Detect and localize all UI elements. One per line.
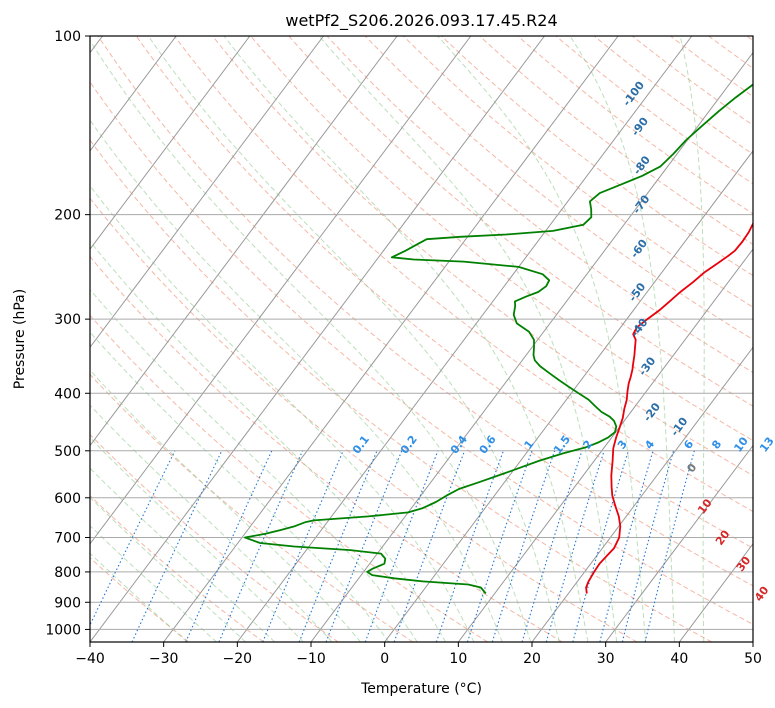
isotherm (90, 36, 472, 545)
mixing-ratio-line (621, 450, 675, 642)
isotherm (90, 36, 398, 447)
mixing-ratio-line (572, 450, 629, 642)
dry-adiabat (97, 36, 753, 587)
x-tick-label: 10 (449, 651, 467, 667)
mixing-ratio-line (466, 450, 533, 642)
mixing-ratio-line (599, 450, 654, 642)
mixing-ratio-line (218, 450, 304, 642)
mixing-ratio-line (435, 450, 504, 642)
mixing-ratio-line (364, 450, 439, 642)
y-tick-label: 1000 (45, 622, 81, 638)
y-tick-label: 100 (54, 29, 81, 45)
isotherm (384, 150, 753, 642)
y-tick-label: 500 (54, 444, 81, 460)
y-tick-label: 200 (54, 208, 81, 224)
plot-frame (89, 35, 754, 643)
moist-adiabat (569, 36, 676, 642)
moist-adiabat (90, 184, 475, 642)
dry-adiabat (90, 197, 638, 642)
x-tick-label: 40 (670, 651, 688, 667)
moist-adiabat (147, 36, 560, 642)
dry-adiabat (90, 255, 563, 642)
moist-adiabat (679, 36, 705, 642)
dry-adiabat (212, 36, 753, 477)
mixing-ratio-line (644, 450, 695, 642)
dry-adiabat (326, 36, 753, 374)
x-axis-label: Temperature (°C) (360, 681, 482, 697)
isotherm (90, 36, 324, 349)
dry-adiabat (174, 36, 753, 513)
moist-adiabat (90, 467, 275, 642)
dry-adiabat (288, 36, 753, 407)
dry-adiabat (90, 494, 264, 642)
chart-title: wetPf2_S206.2026.093.17.45.R24 (285, 11, 557, 31)
x-tick-label: −30 (149, 651, 179, 667)
mixing-ratio-label: 13 (757, 435, 775, 455)
y-tick-label: 800 (54, 565, 81, 581)
dry-adiabat (517, 36, 753, 215)
isotherm (236, 36, 693, 642)
moist-adiabat (90, 240, 446, 642)
x-tick-label: −10 (296, 651, 326, 667)
mixing-ratio-line (298, 450, 378, 642)
moist-adiabat (90, 436, 304, 642)
y-tick-label: 700 (54, 531, 81, 547)
isotherm (531, 346, 753, 642)
x-tick-label: −40 (75, 651, 105, 667)
y-axis-label: Pressure (hPa) (12, 289, 28, 389)
dry-adiabat (135, 36, 753, 549)
temperature-line (585, 221, 753, 594)
moist-adiabat (437, 36, 647, 642)
x-tick-label: 30 (597, 651, 615, 667)
dry-adiabat (593, 36, 753, 155)
mixing-ratio-line (262, 450, 344, 642)
isotherm (163, 36, 619, 642)
dry-adiabat (90, 81, 753, 625)
background-lines (90, 36, 753, 642)
y-tick-label: 600 (54, 491, 81, 507)
dewpoint-line (244, 83, 753, 595)
dry-adiabat (441, 36, 753, 277)
x-axis-ticks: −40 −30 −20 −10 0 10 20 30 40 50 (75, 642, 762, 667)
y-axis-ticks: 100 200 300 400 500 600 700 800 900 1000 (45, 29, 90, 638)
isotherm (605, 444, 753, 642)
moist-adiabat (90, 288, 418, 642)
y-tick-label: 300 (54, 312, 81, 328)
isotherm (90, 36, 545, 642)
moist-adiabat (90, 404, 333, 642)
mixing-ratio-line (545, 450, 605, 642)
moist-adiabat (223, 36, 589, 642)
x-tick-label: 50 (744, 651, 762, 667)
dry-adiabat (90, 139, 712, 642)
y-tick-label: 900 (54, 595, 81, 611)
moist-adiabat (90, 331, 390, 642)
profile-lines (244, 83, 753, 595)
mixing-ratio-line (521, 450, 583, 642)
mixing-ratio-line (325, 450, 403, 642)
mixing-ratio-line (90, 450, 176, 627)
moist-adiabat (90, 119, 503, 642)
mixing-ratio-line (491, 450, 556, 642)
dry-adiabat (90, 314, 488, 642)
isotherm (90, 36, 177, 152)
isotherm (457, 248, 753, 642)
y-tick-label: 400 (54, 386, 81, 402)
x-tick-label: 0 (380, 651, 389, 667)
x-tick-label: −20 (223, 651, 253, 667)
isotherm (90, 36, 251, 250)
moist-adiabat (318, 36, 618, 642)
x-tick-label: 20 (523, 651, 541, 667)
